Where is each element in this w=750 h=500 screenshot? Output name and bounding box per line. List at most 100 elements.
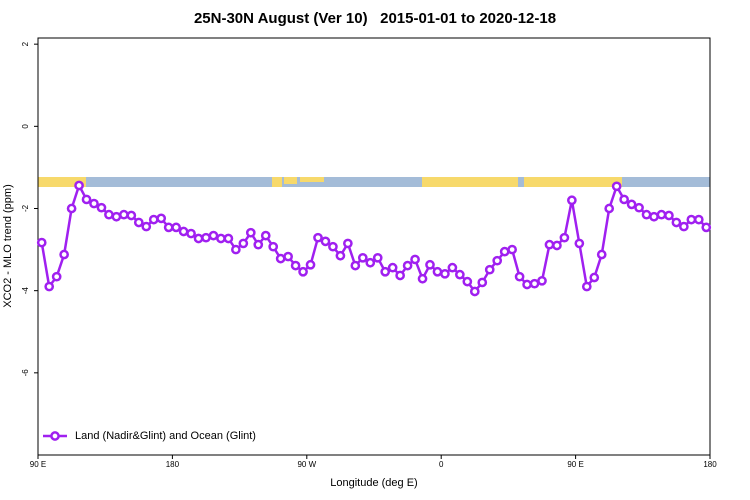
data-point (537, 275, 547, 286)
data-point (163, 222, 174, 233)
ocean-strip (38, 177, 710, 187)
land-ocean-strip (38, 177, 710, 187)
data-point (305, 259, 316, 270)
data-point (387, 262, 398, 273)
data-point (596, 249, 607, 260)
data-point (432, 266, 443, 277)
data-point (343, 238, 353, 249)
data-point (66, 203, 77, 214)
data-point (96, 202, 107, 213)
data-point (499, 246, 510, 257)
data-point (410, 254, 420, 265)
data-point (253, 239, 264, 250)
x-tick-label: 90 E (567, 460, 583, 469)
x-tick-label: 0 (439, 460, 444, 469)
data-point (634, 202, 644, 213)
data-point (201, 232, 211, 243)
land-strip (300, 177, 324, 182)
data-point (216, 233, 226, 244)
x-tick-label: 90 E (30, 460, 46, 469)
y-tick-label: -4 (21, 287, 30, 295)
data-point (417, 273, 428, 284)
data-point (425, 259, 435, 270)
land-strip (524, 177, 622, 187)
data-point (693, 214, 704, 225)
data-point (290, 260, 301, 271)
data-point (260, 230, 271, 241)
data-point (440, 268, 450, 279)
data-point (350, 260, 361, 271)
data-point (447, 262, 458, 273)
data-point (335, 250, 346, 261)
data-point (245, 227, 256, 238)
land-strip (38, 177, 86, 187)
data-point (126, 210, 137, 221)
data-point (484, 264, 495, 275)
data-point (455, 269, 465, 280)
data-point (119, 209, 129, 220)
data-point (275, 253, 286, 264)
data-point (223, 233, 234, 244)
data-point (522, 279, 532, 290)
data-point (581, 281, 592, 292)
y-tick-label: 2 (21, 41, 30, 46)
y-tick-label: -2 (21, 204, 30, 212)
data-point (231, 244, 241, 255)
data-point (171, 222, 181, 233)
data-point (686, 214, 697, 225)
data-point (671, 217, 682, 228)
data-point (477, 277, 488, 288)
y-tick-label: 0 (21, 124, 30, 129)
data-point (328, 241, 338, 252)
data-point (664, 210, 674, 221)
data-point (111, 211, 122, 222)
data-point (552, 240, 562, 251)
data-point (611, 181, 622, 192)
data-point (141, 221, 152, 232)
data-point (268, 241, 279, 252)
y-axis-label: XCO2 - MLO trend (ppm) (2, 184, 14, 307)
x-tick-label: 180 (166, 460, 180, 469)
data-point (469, 286, 480, 297)
data-point (51, 271, 62, 282)
data-point (208, 230, 219, 241)
data-point (514, 271, 525, 282)
data-point (372, 252, 383, 263)
data-point (649, 211, 659, 222)
data-point (283, 251, 293, 262)
data-point (193, 233, 204, 244)
data-point (395, 270, 405, 281)
legend-marker (50, 431, 60, 441)
data-point (81, 194, 92, 205)
data-point (59, 249, 69, 260)
x-tick-label: 180 (703, 460, 717, 469)
data-point (380, 266, 391, 277)
data-point (641, 209, 652, 220)
data-point (320, 236, 331, 247)
data-point (567, 195, 577, 206)
y-tick-label: -6 (21, 369, 30, 377)
data-point (462, 276, 473, 287)
data-point (148, 214, 159, 225)
data-point (186, 228, 196, 239)
series-line (40, 182, 708, 294)
data-point (619, 194, 629, 205)
land-strip (284, 177, 297, 184)
data-point (626, 199, 637, 210)
data-point (604, 203, 615, 214)
chart-title: 25N-30N August (Ver 10) 2015-01-01 to 20… (194, 10, 556, 27)
data-point (574, 238, 585, 249)
data-point (156, 213, 167, 224)
plot-frame (37, 37, 711, 456)
x-tick-label: 90 W (297, 460, 316, 469)
data-point (507, 244, 517, 255)
data-point (559, 232, 570, 243)
legend-label: Land (Nadir&Glint) and Ocean (Glint) (75, 430, 256, 442)
data-point (701, 222, 712, 233)
data-point (36, 237, 47, 248)
data-point (104, 209, 114, 220)
data-point (74, 180, 84, 191)
data-point (357, 252, 368, 263)
